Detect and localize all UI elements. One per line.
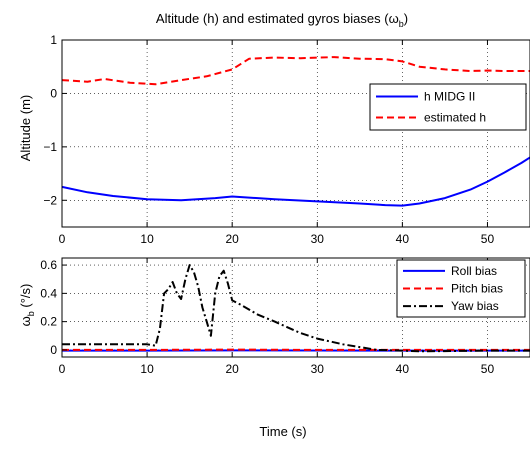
bias-ylabel: ωb (°/s) (18, 284, 36, 327)
bias-series-2 (62, 264, 530, 353)
chart-title: Altitude (h) and estimated gyros biases … (156, 11, 408, 29)
bias-ytick-label-1: 0.2 (40, 315, 57, 329)
bias-xtick-label-3: 30 (311, 362, 325, 376)
bias-xtick-label-5: 50 (481, 362, 495, 376)
altitude-ylabel: Altitude (m) (18, 95, 33, 161)
bias-xtick-label-1: 10 (140, 362, 154, 376)
bias-xtick-label-4: 40 (396, 362, 410, 376)
bias-ytick-label-3: 0.6 (40, 258, 57, 272)
altitude-ticks: 0 10 20 30 40 50 −2 −1 0 1 (43, 33, 494, 246)
altitude-series-1 (61, 56, 530, 86)
bias-series (62, 264, 530, 353)
altitude-ytick-label-1: −1 (43, 140, 57, 154)
altitude-grid (61, 39, 530, 227)
altitude-legend-label-1: estimated h (424, 111, 486, 125)
bias-ticks: 0 10 20 30 40 50 0 0.2 0.4 0.6 (40, 258, 494, 376)
altitude-ytick-label-3: 1 (50, 33, 57, 47)
bias-ytick-label-0: 0 (50, 343, 57, 357)
bias-xtick-label-0: 0 (59, 362, 66, 376)
altitude-series (61, 56, 530, 207)
altitude-legend-box (369, 83, 527, 131)
altitude-ytick-label-2: 0 (50, 86, 57, 100)
altitude-xtick-label-5: 50 (481, 232, 495, 246)
altitude-legend: h MIDG II estimated h (369, 83, 527, 131)
altitude-xtick-label-4: 40 (396, 232, 410, 246)
altitude-plot: 0 10 20 30 40 50 −2 −1 0 1 Altitude (m) h MIDG II… (18, 33, 530, 246)
altitude-xtick-label-1: 10 (140, 232, 154, 246)
bias-legend-label-2: Yaw bias (451, 299, 499, 313)
bias-legend-label-1: Pitch bias (451, 282, 503, 296)
altitude-xtick-label-0: 0 (59, 232, 66, 246)
altitude-xtick-label-3: 30 (311, 232, 325, 246)
bias-ytick-label-2: 0.4 (40, 286, 57, 300)
altitude-legend-label-0: h MIDG II (424, 90, 475, 104)
altitude-series-0 (61, 156, 530, 207)
altitude-ytick-label-0: −2 (43, 193, 57, 207)
time-xlabel: Time (s) (259, 424, 306, 439)
bias-legend: Roll bias Pitch bias Yaw bias (396, 259, 526, 318)
bias-plot-frame (61, 257, 530, 358)
bias-xtick-label-2: 20 (226, 362, 240, 376)
bias-legend-label-0: Roll bias (451, 264, 497, 278)
altitude-xtick-label-2: 20 (226, 232, 240, 246)
altitude-plot-frame (61, 39, 530, 228)
